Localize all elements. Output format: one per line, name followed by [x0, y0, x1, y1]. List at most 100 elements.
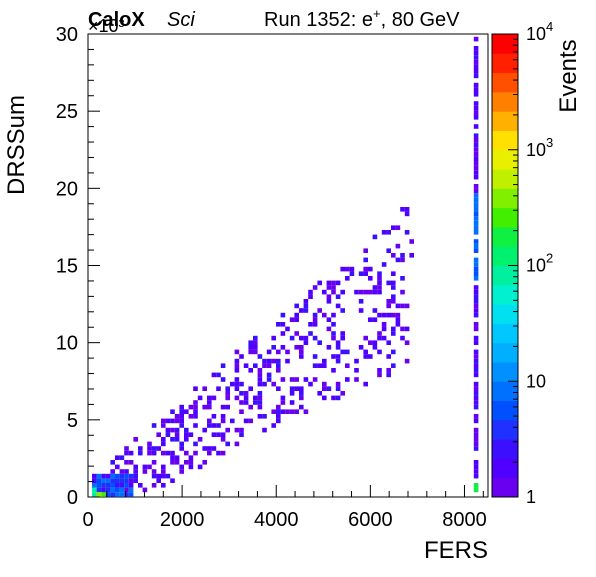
heatmap-cell	[391, 271, 396, 276]
heatmap-cell	[248, 418, 253, 424]
heatmap-cell	[119, 469, 125, 474]
heatmap-cell	[299, 354, 304, 359]
heatmap-cell	[331, 280, 336, 286]
y-axis-title: DRSSum	[3, 95, 30, 195]
heatmap-cell	[243, 400, 249, 405]
heatmap-cell	[156, 446, 161, 451]
heatmap-cell	[142, 464, 148, 470]
heatmap-cell	[303, 308, 309, 313]
heatmap-cell	[340, 308, 345, 313]
heatmap-cell	[234, 386, 240, 391]
heatmap-cell	[96, 487, 102, 493]
heatmap-cell	[473, 271, 479, 276]
heatmap-cell	[473, 59, 479, 65]
heatmap-cell	[151, 473, 157, 479]
heatmap-cell	[322, 395, 327, 401]
heatmap-cell	[188, 432, 194, 437]
heatmap-cell	[377, 335, 382, 341]
heatmap-cell	[276, 409, 281, 414]
heatmap-cell	[473, 372, 479, 378]
heatmap-cell	[386, 368, 391, 373]
experiment-label: CaloX	[88, 9, 145, 31]
heatmap-cell	[391, 294, 396, 299]
heatmap-cell	[216, 450, 221, 456]
heatmap-cell	[119, 455, 125, 460]
heatmap-cell	[225, 427, 230, 433]
heatmap-cell	[179, 446, 184, 451]
heatmap-cell	[354, 289, 359, 295]
colorbar-segment	[492, 111, 518, 131]
heatmap-cell	[179, 418, 184, 424]
heatmap-cell	[105, 473, 111, 479]
heatmap-cell	[377, 285, 382, 290]
heatmap-cell	[404, 207, 410, 212]
heatmap-cell	[110, 478, 115, 483]
heatmap-cell	[156, 473, 161, 479]
heatmap-cell	[322, 312, 327, 318]
heatmap-cell	[354, 368, 359, 373]
heatmap-cell	[391, 285, 396, 290]
heatmap-cell	[280, 409, 286, 414]
heatmap-cell	[280, 331, 286, 336]
heatmap-cell	[395, 303, 401, 309]
heatmap-cell	[271, 345, 276, 350]
heatmap-cell	[138, 446, 143, 451]
heatmap-cell	[115, 478, 120, 483]
heatmap-cell	[197, 464, 203, 470]
heatmap-cell	[285, 349, 290, 355]
run-label-energy: , 80 GeV	[381, 9, 461, 31]
heatmap-cell	[404, 340, 410, 345]
y-multiplier-label: ×10³	[88, 16, 125, 36]
heatmap-cell	[193, 423, 198, 428]
heatmap-cell	[101, 473, 106, 479]
heatmap-cell	[372, 317, 378, 322]
heatmap-cell	[184, 450, 189, 456]
heatmap-cell	[193, 450, 198, 456]
heatmap-cell	[377, 312, 382, 318]
heatmap-cell	[473, 142, 479, 148]
heatmap-cell	[386, 340, 391, 345]
heatmap-cell	[225, 441, 230, 447]
heatmap-cell	[363, 271, 368, 276]
heatmap-cell	[207, 446, 212, 451]
heatmap-cell	[473, 73, 479, 79]
heatmap-cell	[202, 446, 207, 451]
heatmap-cell	[473, 188, 479, 194]
heatmap-cell	[294, 345, 299, 350]
colorbar-segment	[492, 53, 518, 74]
heatmap-cell	[124, 487, 129, 493]
heatmap-cell	[257, 391, 263, 396]
heatmap-cell	[266, 363, 272, 368]
heatmap-cell	[170, 418, 175, 424]
colorbar-tick-label: 103	[526, 135, 553, 160]
heatmap-cell	[326, 299, 332, 304]
heatmap-cell	[105, 478, 111, 483]
heatmap-cell	[92, 473, 97, 479]
heatmap-cell	[473, 354, 479, 359]
heatmap-cell	[317, 308, 322, 313]
heatmap-cell	[368, 276, 373, 281]
heatmap-cell	[473, 207, 479, 212]
heatmap-cell	[473, 55, 479, 60]
heatmap-cell	[326, 294, 332, 299]
heatmap-cell	[119, 483, 125, 488]
heatmap-cell	[473, 216, 479, 221]
heatmap-cell	[345, 266, 350, 272]
heatmap-cell	[349, 266, 355, 272]
heatmap-cell	[391, 253, 396, 258]
heatmap-cell	[317, 280, 322, 286]
heatmap-cell	[96, 478, 102, 483]
heatmap-cell	[473, 92, 479, 97]
heatmap-cell	[115, 492, 120, 497]
heatmap-cell	[234, 427, 240, 433]
heatmap-cell	[473, 469, 479, 474]
heatmap-cell	[266, 358, 272, 364]
heatmap-cell	[303, 377, 309, 382]
heatmap-cell	[372, 234, 378, 240]
heatmap-cell	[473, 381, 479, 387]
heatmap-cell	[303, 303, 309, 309]
colorbar-segment	[492, 284, 518, 305]
heatmap-cell	[335, 303, 341, 309]
heatmap-cell	[340, 266, 345, 272]
heatmap-cell	[276, 368, 281, 373]
